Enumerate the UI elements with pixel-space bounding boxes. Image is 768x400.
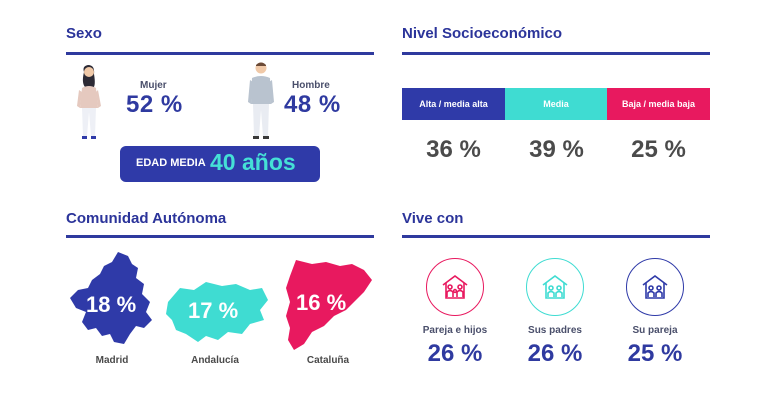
woman-figure-icon [77,65,101,139]
nse-bar-alta: Alta / media alta [402,88,505,120]
nse-value-media: 39 % [529,136,584,163]
hombre-label: Hombre [292,80,330,91]
sexo-rule [66,52,374,55]
madrid-value: 18 % [86,292,137,317]
nse-value-baja: 25 % [631,136,686,163]
andalucia-name: Andalucía [191,355,239,366]
su-pareja-label: Su pareja [632,325,678,336]
madrid-name: Madrid [95,355,129,366]
pareja-hijos-circle [426,258,484,316]
andalucia-map-icon [166,282,268,342]
pareja-hijos-label: Pareja e hijos [422,325,488,336]
nse-rule [402,52,710,55]
nse-value-alta: 36 % [426,136,481,163]
parents-house-icon [542,275,568,299]
comunidad-rule [66,235,374,238]
mujer-label: Mujer [140,80,167,91]
mujer-value: 52 % [126,91,183,118]
family-house-icon [442,275,468,299]
sus-padres-label: Sus padres [528,325,582,336]
man-figure-icon [248,62,274,139]
su-pareja-circle [626,258,684,316]
vive-con-rule [402,235,710,238]
edad-media-label: EDAD MEDIA [136,157,206,169]
edad-media-box: EDAD MEDIA 40 años [120,146,320,182]
cataluna-map-icon [286,260,372,350]
comunidad-title: Comunidad Autónoma [66,210,227,227]
nse-title: Nivel Socioeconómico [402,25,563,42]
edad-media-value: 40 años [210,149,296,175]
su-pareja-value: 25 % [627,340,683,367]
pareja-hijos-value: 26 % [427,340,483,367]
madrid-map-icon [70,252,152,344]
couple-house-icon [642,275,668,299]
nse-bar-media: Media [505,88,607,120]
sexo-title: Sexo [66,25,102,42]
vive-con-title: Vive con [402,210,464,227]
nse-bar-baja: Baja / media baja [607,88,710,120]
sus-padres-circle [526,258,584,316]
cataluna-value: 16 % [296,290,347,315]
cataluna-name: Cataluña [306,355,350,366]
andalucia-value: 17 % [188,298,239,323]
hombre-value: 48 % [284,91,341,118]
sus-padres-value: 26 % [527,340,583,367]
